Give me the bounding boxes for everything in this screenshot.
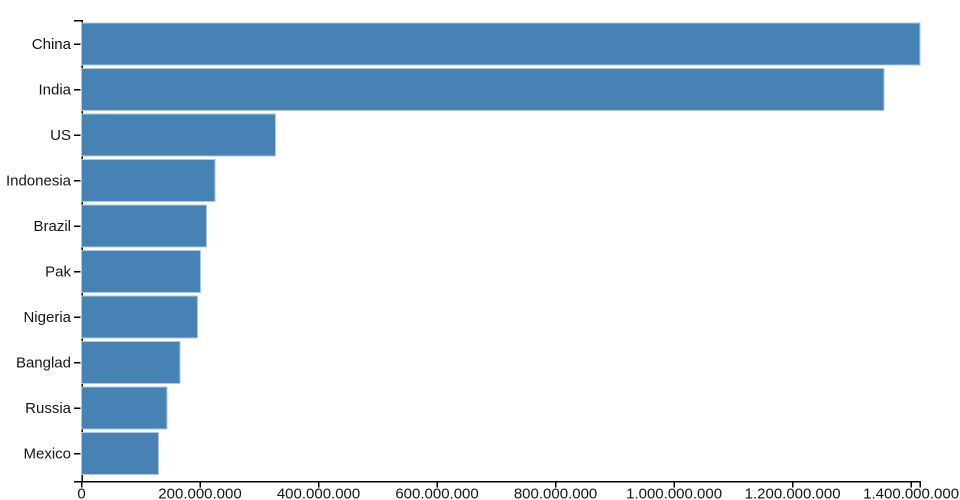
y-tick-label: Pak	[45, 264, 71, 281]
x-axis: 0 200.000.000 400.000.000 600.000.000 800.00…	[77, 480, 959, 500]
x-tick-label: 1.400.000.000	[863, 486, 959, 500]
x-tick-label: 600.000.000	[395, 486, 478, 500]
x-tick-label: 800.000.000	[514, 486, 597, 500]
bars-group	[81, 22, 921, 475]
y-tick-label: US	[50, 127, 71, 144]
bar-pak	[81, 250, 202, 293]
bar-mexico	[81, 432, 160, 475]
y-tick-label: China	[32, 36, 72, 53]
y-tick-label: Russia	[25, 400, 72, 417]
y-tick-label: India	[38, 82, 71, 99]
bar-indonesia	[81, 159, 216, 202]
x-tick-label: 1.200.000.000	[745, 486, 841, 500]
y-tick-label: Mexico	[23, 446, 71, 463]
bar-us	[81, 113, 276, 157]
x-tick-label: 1.000.000.000	[626, 486, 722, 500]
bar-banglad	[81, 341, 181, 384]
y-tick-label: Brazil	[33, 218, 71, 235]
bar-brazil	[81, 204, 208, 248]
x-tick-label: 0	[77, 486, 85, 500]
bar-nigeria	[81, 295, 199, 339]
bar-india	[81, 68, 885, 111]
x-tick-label: 400.000.000	[277, 486, 360, 500]
bar-china	[81, 22, 921, 66]
y-tick-label: Banglad	[16, 355, 71, 372]
x-tick-label: 200.000.000	[158, 486, 241, 500]
y-tick-label: Nigeria	[23, 309, 71, 326]
bar-russia	[81, 386, 168, 430]
y-tick-label: Indonesia	[6, 173, 72, 190]
y-axis: China India US Indonesia Brazil Pak Nigeria Ban…	[6, 19, 83, 483]
